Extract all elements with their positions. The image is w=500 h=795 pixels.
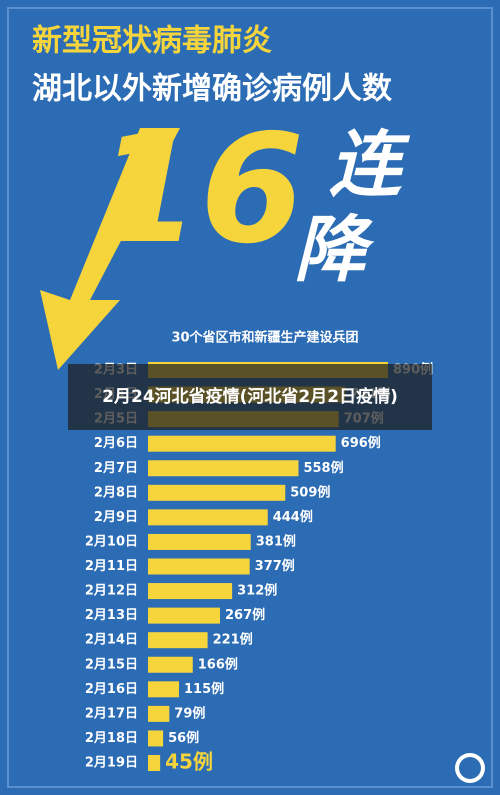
caption: 2月24河北省疫情(河北省2月2日疫情): [68, 364, 432, 430]
value-label: 696例: [341, 435, 381, 451]
value-label: 381例: [256, 533, 296, 549]
value-label: 444例: [273, 509, 313, 525]
value-label: 56例: [168, 730, 199, 746]
bar: [148, 435, 336, 452]
category-label: 2月12日: [85, 584, 138, 599]
value-label: 509例: [290, 484, 330, 500]
bar: [148, 460, 299, 477]
category-label: 2月18日: [85, 731, 138, 746]
value-label: 79例: [174, 705, 205, 721]
category-label: 2月14日: [85, 633, 138, 648]
category-label: 2月19日: [85, 756, 138, 771]
category-label: 2月13日: [85, 608, 138, 623]
category-label: 2月16日: [85, 682, 138, 697]
category-label: 2月10日: [85, 534, 138, 549]
chart-subtitle: 湖北以外新增确诊病例人数: [32, 72, 393, 107]
bar: [148, 681, 180, 698]
category-label: 2月8日: [94, 485, 138, 500]
bar: [148, 484, 286, 501]
category-label: 2月17日: [85, 706, 138, 721]
bar: [148, 705, 170, 722]
chart-note: 30个省区市和新疆生产建设兵团: [171, 330, 358, 346]
bar: [148, 509, 268, 526]
value-label: 45例: [165, 750, 213, 774]
arrow: [40, 128, 180, 370]
headline-char: 连: [329, 123, 411, 207]
value-label: 267例: [225, 607, 265, 623]
bar: [148, 607, 220, 624]
bar: [148, 558, 250, 575]
value-label: 115例: [184, 681, 224, 697]
frame: [7, 7, 493, 788]
value-label: 377例: [255, 558, 295, 574]
category-label: 2月7日: [94, 461, 138, 476]
headline-char: 降: [294, 208, 375, 292]
bar: [148, 656, 193, 673]
value-label: 312例: [237, 583, 277, 599]
bar: [148, 632, 208, 649]
bar: [148, 533, 251, 550]
value-label: 166例: [198, 656, 238, 672]
bar: [148, 730, 164, 747]
logo: [459, 757, 481, 779]
value-label: 221例: [213, 632, 253, 648]
bar: [148, 755, 161, 771]
category-label: 2月6日: [94, 436, 138, 451]
category-label: 2月9日: [94, 510, 138, 525]
headline-number: 16: [96, 103, 305, 277]
category-label: 2月15日: [85, 657, 138, 672]
category-label: 2月11日: [85, 559, 138, 574]
chart-title: 新型冠状病毒肺炎: [32, 24, 272, 59]
bar: [148, 583, 233, 600]
value-label: 558例: [303, 460, 343, 476]
